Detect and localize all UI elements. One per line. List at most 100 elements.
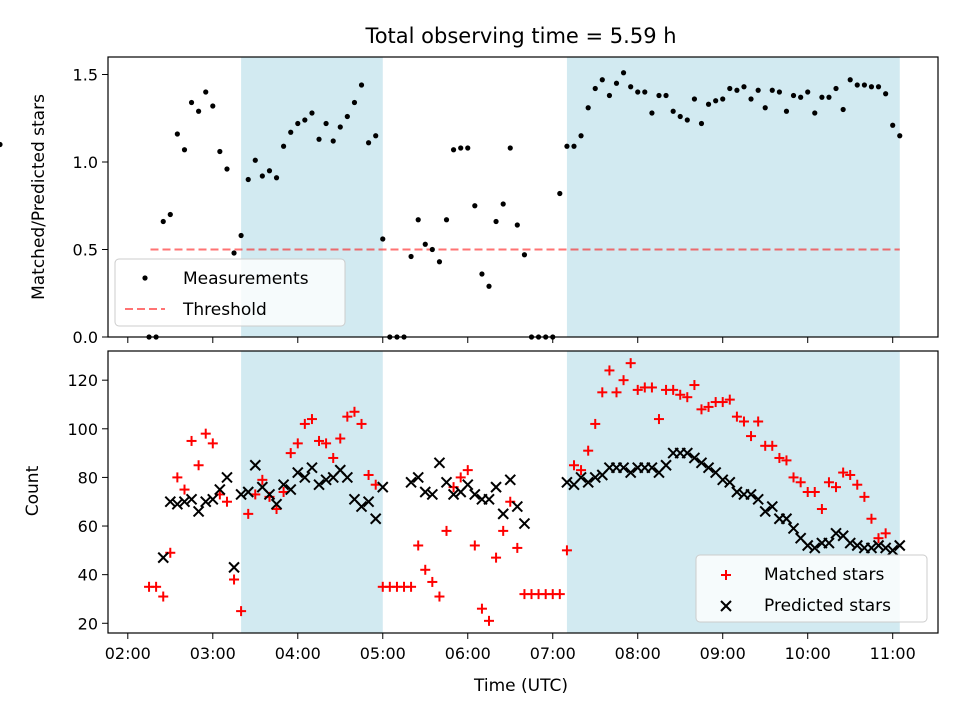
- matched-stars-point: [356, 418, 367, 429]
- matched-stars-point: [738, 416, 749, 427]
- measurement-point: [266, 168, 273, 174]
- predicted-stars-point: [752, 493, 764, 506]
- predicted-stars-point: [589, 471, 601, 484]
- predicted-stars-point: [660, 459, 672, 471]
- predicted-stars-point: [646, 461, 658, 474]
- top-legend-label: Threshold: [182, 300, 267, 320]
- measurement-point: [245, 176, 251, 183]
- matched-stars-point: [193, 460, 204, 471]
- matched-stars-point: [335, 433, 346, 444]
- measurement-point: [195, 108, 202, 114]
- predicted-stars-point: [355, 500, 368, 513]
- matched-stars-point: [455, 472, 466, 483]
- matched-stars-point: [788, 472, 799, 483]
- matched-stars-point: [292, 438, 303, 449]
- measurement-point: [642, 89, 648, 95]
- matched-stars-point: [229, 574, 240, 585]
- x-tick-label: 08:00: [615, 644, 661, 663]
- x-tick-label: 04:00: [275, 644, 321, 663]
- measurement-point: [330, 138, 336, 144]
- measurement-point: [755, 87, 761, 93]
- measurement-point: [670, 108, 676, 114]
- bottom-y-tick-label: 60: [78, 517, 98, 536]
- top-observing-interval: [566, 57, 900, 337]
- predicted-stars-point: [447, 488, 460, 501]
- measurement-point: [897, 133, 903, 139]
- top-panel: 0.0 0.5 1.0 1.5 Measurements Threshold: [0, 56, 939, 347]
- predicted-stars-point: [377, 481, 389, 493]
- measurement-point: [259, 173, 265, 179]
- measurement-point: [373, 133, 379, 139]
- measurement-point: [358, 82, 365, 88]
- predicted-stars-point: [511, 500, 524, 513]
- predicted-stars-point: [780, 513, 793, 525]
- matched-stars-point: [172, 472, 183, 483]
- matched-stars-point: [158, 591, 169, 602]
- measurement-point: [620, 70, 627, 76]
- matched-stars-point: [753, 416, 764, 427]
- matched-stars-point: [774, 452, 785, 463]
- predicted-stars-point: [886, 544, 899, 557]
- matched-stars-point: [413, 540, 424, 551]
- x-tick-label: 10:00: [785, 644, 831, 663]
- matched-stars-point: [561, 545, 572, 556]
- matched-stars-point: [831, 482, 842, 493]
- matched-stars-point: [838, 467, 849, 478]
- measurement-point: [564, 143, 570, 149]
- measurement-point: [316, 136, 322, 142]
- measurement-point: [883, 91, 889, 97]
- measurement-point: [160, 218, 166, 225]
- matched-stars-point: [675, 389, 686, 400]
- measurement-point: [599, 77, 605, 83]
- measurement-point: [507, 145, 513, 151]
- predicted-stars-point: [214, 483, 226, 496]
- matched-stars-point: [328, 452, 339, 463]
- predicted-stars-point: [830, 527, 842, 540]
- measurement-point: [443, 217, 450, 223]
- matched-stars-point: [618, 375, 629, 386]
- measurement-point: [302, 117, 308, 123]
- measurement-point: [203, 89, 209, 95]
- measurement-point: [217, 148, 223, 155]
- predicted-stars-point: [787, 522, 800, 535]
- matched-stars-point: [151, 581, 162, 592]
- predicted-stars-point: [285, 483, 297, 496]
- measurement-point: [210, 103, 216, 109]
- matched-stars-point: [731, 411, 742, 422]
- bottom-y-tick-label: 120: [67, 371, 98, 390]
- predicted-stars-point: [766, 500, 778, 513]
- predicted-stars-point: [582, 476, 594, 488]
- measurement-point: [224, 166, 230, 172]
- measurement-point: [408, 253, 414, 260]
- measurement-point: [174, 131, 180, 137]
- bottom-axes-frame: [107, 350, 939, 634]
- matched-stars-point: [597, 387, 608, 398]
- matched-stars-point: [696, 404, 707, 415]
- matched-stars-point: [221, 496, 232, 507]
- x-tick-label: 07:00: [530, 644, 576, 663]
- matched-stars-point: [646, 382, 657, 393]
- predicted-stars-point: [249, 459, 261, 471]
- predicted-stars-point: [504, 474, 516, 486]
- measurement-point: [663, 92, 669, 99]
- matched-stars-point: [611, 387, 622, 398]
- matched-stars-point: [186, 435, 197, 446]
- predicted-stars-point: [561, 476, 573, 488]
- bottom-y-tick-label: 40: [78, 566, 98, 585]
- matched-stars-point: [604, 365, 615, 376]
- predicted-stars-point: [624, 466, 637, 479]
- measurement-point: [826, 94, 832, 100]
- measurement-point: [684, 117, 690, 123]
- predicted-stars-point: [440, 476, 453, 488]
- predicted-stars-point: [164, 496, 177, 508]
- predicted-stars-point: [462, 478, 474, 491]
- measurement-point: [280, 143, 287, 149]
- measurement-point: [585, 105, 591, 111]
- matched-stars-point: [306, 414, 317, 425]
- legend-predicted-marker: [720, 600, 732, 612]
- predicted-stars-point: [490, 481, 502, 493]
- predicted-stars-point: [575, 471, 587, 484]
- top-y-tick-label: 1.0: [73, 153, 98, 172]
- measurement-point: [344, 113, 350, 120]
- measurement-point: [295, 120, 301, 127]
